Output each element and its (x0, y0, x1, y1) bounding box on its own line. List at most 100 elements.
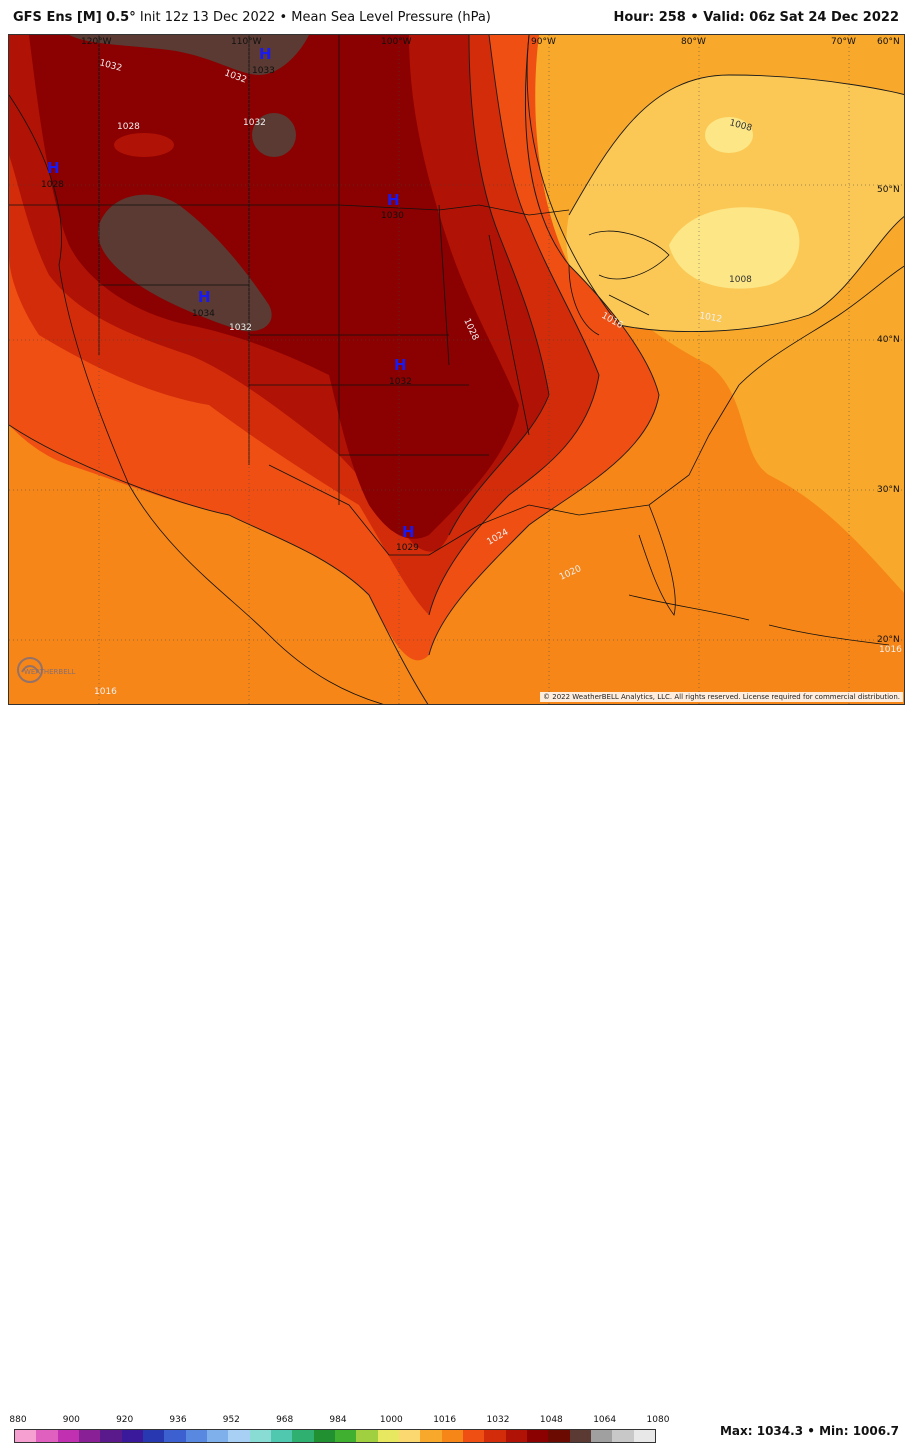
hour-value: 258 (658, 10, 686, 25)
map-title: GFS Ens [M] 0.5° Init 12z 13 Dec 2022 • … (13, 10, 491, 25)
high-center-value: 1033 (252, 66, 275, 76)
scale-swatch (462, 1430, 485, 1442)
scale-swatch (526, 1430, 549, 1442)
lat-label-40n: 40°N (877, 335, 900, 345)
max-value: 1034.3 (756, 1424, 804, 1438)
isobars (9, 35, 904, 704)
high-center-symbol: H (402, 523, 415, 541)
lat-label-30n: 30°N (877, 485, 900, 495)
graticule (9, 35, 904, 704)
field-stats: Max: 1034.3 • Min: 1006.7 (720, 1424, 899, 1438)
high-center-symbol: H (47, 159, 60, 177)
product-name: Mean Sea Level Pressure (hPa) (291, 10, 491, 25)
field-1034-west (98, 194, 272, 332)
scale-tick-label: 968 (276, 1415, 294, 1425)
coastline-west (9, 94, 384, 704)
lon-label-80w: 80°W (681, 37, 706, 47)
high-center-value: 1034 (192, 309, 215, 319)
field-1028-pocket (114, 133, 174, 157)
scale-tick-label: 1016 (433, 1415, 457, 1425)
great-lakes (568, 230, 670, 336)
lon-label-100w: 100°W (381, 37, 412, 47)
title-separator: • (279, 10, 288, 25)
scale-tick-label: 952 (222, 1415, 240, 1425)
isobar-label: 1028 (117, 122, 140, 132)
scale-swatch (185, 1430, 207, 1442)
scale-swatch (633, 1430, 655, 1442)
scale-swatch (206, 1430, 229, 1442)
field-1032 (29, 35, 519, 539)
field-1004-north (705, 117, 753, 153)
valid-label: Valid: (703, 10, 745, 25)
map-svg: 120°W 110°W 100°W 90°W 80°W 70°W 60°N 50… (9, 35, 904, 704)
scale-swatch (612, 1430, 634, 1442)
high-center-value: 1030 (381, 211, 404, 221)
high-center-value: 1028 (41, 180, 64, 190)
isobar-1012 (526, 35, 904, 333)
scale-tick-label: 936 (169, 1415, 187, 1425)
caribbean-islands (628, 594, 890, 646)
scale-swatch (142, 1430, 165, 1442)
isobar-label: 1012 (698, 311, 722, 325)
title-separator-2: • (690, 10, 699, 25)
scale-tick-label: 880 (9, 1415, 27, 1425)
scale-swatch (377, 1430, 399, 1442)
scale-swatch (100, 1430, 122, 1442)
scale-swatch (121, 1430, 143, 1442)
lat-label-60n: 60°N (877, 37, 900, 47)
isobar-1008 (568, 74, 904, 216)
scale-tick-label: 1080 (646, 1415, 670, 1425)
scale-tick-label: 1048 (539, 1415, 563, 1425)
footer-bar: 880 900 920 936 952 968 984 1000 1016 1032 1048 106… (0, 705, 913, 1443)
scale-tick-label: 920 (116, 1415, 134, 1425)
scale-swatch (398, 1430, 421, 1442)
high-center-symbol: H (387, 191, 400, 209)
isobar-1020 (428, 35, 660, 656)
valid-time-info: Hour: 258 • Valid: 06z Sat 24 Dec 2022 (613, 10, 899, 25)
scale-swatch (78, 1430, 101, 1442)
scale-swatch (334, 1430, 357, 1442)
lon-label-120w: 120°W (81, 37, 112, 47)
isobar-1024 (428, 35, 600, 616)
scale-tick-label: 900 (62, 1415, 80, 1425)
min-label: Min: (819, 1424, 849, 1438)
coastline-northeast (738, 265, 904, 386)
scale-tick-label: 1064 (593, 1415, 617, 1425)
scale-swatch (548, 1430, 570, 1442)
field-1034-mt (252, 113, 296, 157)
scale-swatch (36, 1430, 58, 1442)
header-bar: GFS Ens [M] 0.5° Init 12z 13 Dec 2022 • … (0, 0, 913, 34)
high-center-symbol: H (394, 356, 407, 374)
pressure-map: 120°W 110°W 100°W 90°W 80°W 70°W 60°N 50… (8, 34, 905, 705)
scale-swatch (270, 1430, 293, 1442)
isobar-label: 1016 (879, 645, 902, 655)
scale-swatch (57, 1430, 79, 1442)
min-value: 1006.7 (852, 1424, 899, 1438)
lat-label-50n: 50°N (877, 185, 900, 195)
high-center-symbol: H (198, 288, 211, 306)
scale-swatch (292, 1430, 314, 1442)
max-label: Max: (719, 1424, 753, 1438)
scale-swatch (15, 1430, 37, 1442)
scale-swatch (420, 1430, 442, 1442)
hour-label: Hour: (613, 10, 655, 25)
scale-swatch (249, 1430, 271, 1442)
stats-separator: • (807, 1424, 815, 1438)
scale-tick-label: 984 (329, 1415, 347, 1425)
scale-swatch (569, 1430, 591, 1442)
high-center-value: 1029 (396, 543, 419, 553)
coastline-florida (638, 504, 676, 616)
scale-swatch (484, 1430, 506, 1442)
scale-swatch (313, 1430, 335, 1442)
isobar-label: 1032 (229, 323, 252, 333)
weatherbell-logo: WEATHERBELL (17, 657, 76, 683)
isobar-label: 1016 (94, 687, 117, 697)
model-name: GFS Ens [M] 0.5° (13, 10, 136, 25)
init-time: Init 12z 13 Dec 2022 (139, 10, 276, 25)
isobar-label: 1008 (729, 275, 752, 285)
high-center-value: 1032 (389, 377, 412, 387)
scale-bar (14, 1429, 656, 1443)
lon-label-70w: 70°W (831, 37, 856, 47)
lon-label-110w: 110°W (231, 37, 262, 47)
high-center-symbol: H (259, 45, 272, 63)
